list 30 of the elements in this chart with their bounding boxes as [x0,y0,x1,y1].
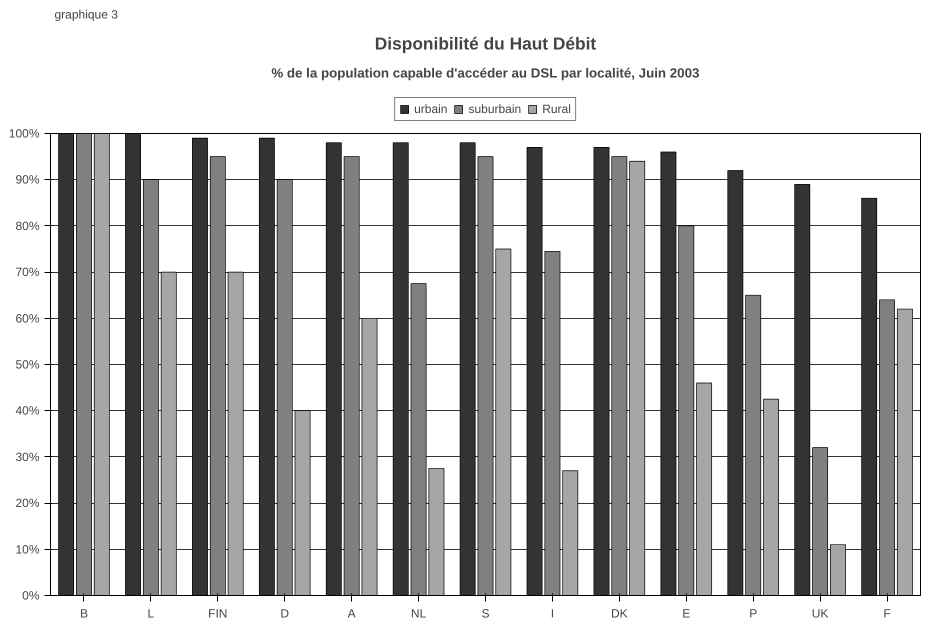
legend-label: Rural [542,102,571,116]
x-tick-label: DK [611,606,628,620]
y-tick-label: 40% [15,404,40,418]
x-tick-label: I [550,606,554,620]
legend-label: urbain [414,102,448,116]
y-tick-label: 90% [15,172,40,187]
x-tick-label: A [348,606,356,620]
x-tick-label: L [148,606,155,620]
y-tick-label: 80% [15,218,40,233]
chart-title: Disponibilité du Haut Débit [374,34,596,54]
x-tick-label: NL [410,606,427,620]
y-tick-label: 70% [15,265,40,280]
x-tick-label: UK [812,606,828,620]
y-tick-label: 100% [8,126,40,140]
y-tick-label: 10% [15,542,40,556]
x-tick-label: E [682,606,690,620]
y-tick-label: 50% [15,358,40,372]
x-tick-label: FIN [208,606,228,620]
y-tick-label: 60% [15,311,40,326]
x-tick-label: D [280,606,290,620]
legend-label: suburbain [468,102,522,116]
y-tick-label: 0% [22,588,40,602]
x-tick-label: S [482,606,490,620]
x-tick-label: F [883,606,891,620]
x-tick-label: B [80,606,88,620]
text: graphique 3 [54,8,118,22]
y-tick-label: 30% [15,450,40,464]
y-tick-label: 20% [15,496,40,510]
x-tick-label: P [749,606,758,620]
chart-subtitle: % de la population capable d'accéder au DSL par localité, Juin 2003 [271,66,700,80]
